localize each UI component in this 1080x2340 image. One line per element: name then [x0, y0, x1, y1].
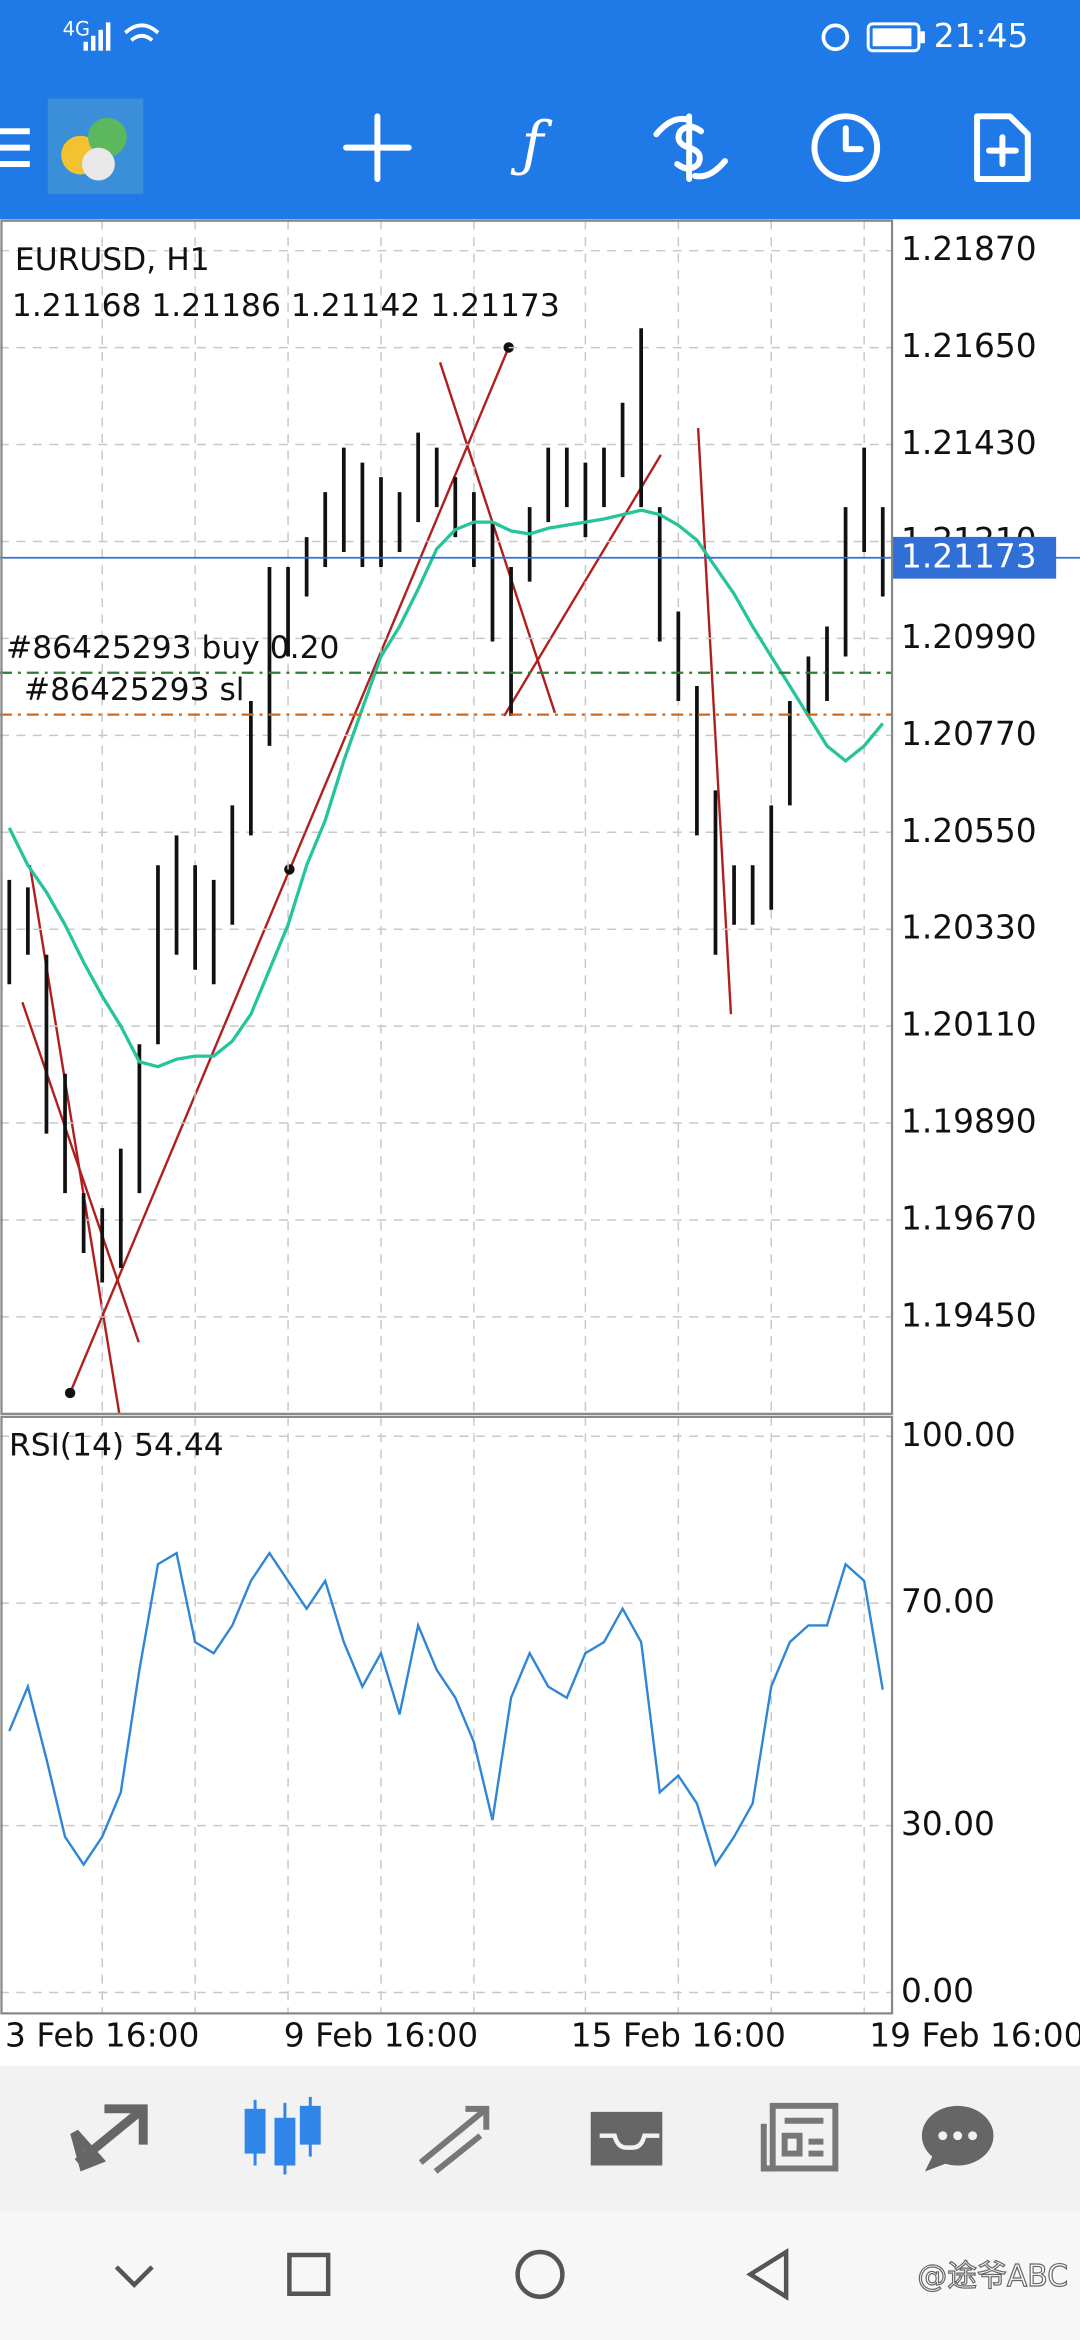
y-tick-label: 1.19890 [901, 1103, 1037, 1141]
order-label: #86425293 buy 0.20 [6, 630, 340, 666]
anchor-point [64, 1387, 76, 1399]
nav-recents[interactable] [287, 2252, 331, 2297]
y-tick-label: 70.00 [901, 1583, 995, 1621]
y-tick-label: 100.00 [901, 1416, 1016, 1454]
nav-back[interactable] [746, 2247, 789, 2301]
y-tick-label: 1.20990 [901, 618, 1037, 656]
tab-news[interactable] [760, 2102, 839, 2172]
tab-trade[interactable] [418, 2105, 490, 2174]
chart-title: RSI(14) 54.44 [9, 1428, 224, 1464]
new-order-button[interactable] [974, 113, 1031, 182]
tab-chat[interactable] [921, 2105, 994, 2172]
chart-title: EURUSD, H1 [15, 242, 210, 278]
clock: 21:45 [934, 17, 1029, 55]
trend-line [696, 427, 733, 1015]
alarm-icon [821, 23, 850, 52]
price-panel-border [0, 219, 894, 1415]
order-label: #86425293 sl [24, 672, 245, 708]
y-tick-label: 1.20110 [901, 1006, 1037, 1044]
x-tick-label: 3 Feb 16:00 [5, 2017, 199, 2055]
charts: 1.218701.216501.214301.212101.209901.207… [0, 220, 1080, 2055]
tab-chart[interactable] [244, 2096, 321, 2175]
price-tag-label: 1.21173 [901, 537, 1037, 575]
crosshair-button[interactable] [343, 113, 412, 182]
anchor-point [284, 864, 295, 875]
y-tick-label: 1.20770 [901, 715, 1037, 753]
trend-line [503, 454, 662, 717]
trend-lines [21, 342, 733, 1415]
tab-quotes[interactable] [70, 2104, 148, 2172]
x-tick-label: 15 Feb 16:00 [571, 2017, 786, 2055]
y-tick-label: 1.21870 [901, 230, 1037, 268]
y-tick-label: 1.19450 [901, 1296, 1037, 1334]
y-tick-label: 1.20330 [901, 909, 1037, 947]
wifi-icon [124, 23, 160, 42]
y-tick-label: 1.19670 [901, 1199, 1037, 1237]
rsi-panel-border [0, 1415, 894, 2015]
system-nav [0, 2211, 1080, 2340]
x-tick-label: 9 Feb 16:00 [284, 2017, 478, 2055]
menu-button[interactable] [0, 128, 30, 168]
watermark: @途爷ABC [917, 2259, 1068, 2294]
tab-bar [0, 2065, 1080, 2212]
signal-icon [83, 22, 111, 51]
x-tick-label: 19 Feb 16:00 [869, 2017, 1080, 2055]
y-tick-label: 0.00 [901, 1972, 974, 2010]
y-tick-label: 1.21430 [901, 424, 1037, 462]
rsi-line [8, 1550, 884, 1868]
nav-down[interactable] [114, 2265, 154, 2288]
y-tick-label: 30.00 [901, 1805, 995, 1843]
symbols-button[interactable] [653, 113, 728, 182]
moving-average [7, 508, 885, 1069]
trend-line [438, 362, 557, 714]
price-tag [892, 536, 1057, 579]
timeframe-button[interactable] [811, 113, 881, 182]
chart-subtitle: 1.21168 1.21186 1.21142 1.21173 [12, 288, 560, 324]
app-logo[interactable] [47, 98, 144, 194]
battery-icon [866, 22, 925, 53]
network: 4G [63, 17, 90, 40]
y-tick-label: 1.21650 [901, 327, 1037, 365]
y-tick-label: 1.20550 [901, 812, 1037, 850]
nav-home[interactable] [515, 2249, 565, 2299]
tab-history[interactable] [590, 2111, 663, 2166]
